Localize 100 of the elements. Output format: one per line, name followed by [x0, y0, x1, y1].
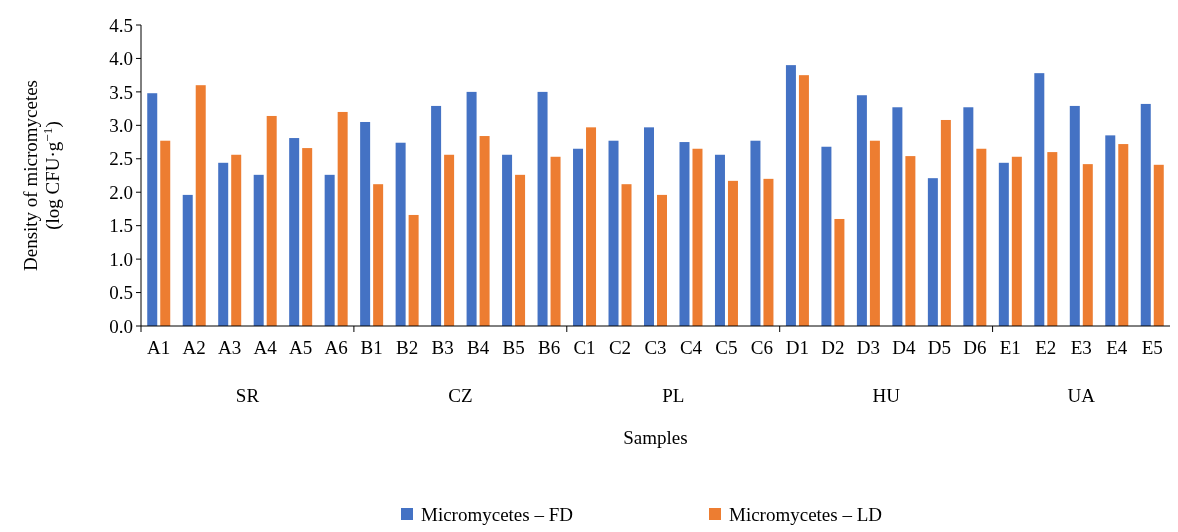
bar: [1069, 105, 1080, 326]
legend-label: Micromycetes – FD: [421, 503, 573, 525]
x-tick-label: B5: [502, 337, 525, 358]
x-tick-label: E3: [1070, 337, 1092, 358]
x-tick-label: D5: [927, 337, 951, 358]
x-tick-label: A2: [182, 337, 206, 358]
y-tick-label: 3.0: [109, 114, 133, 136]
x-tick-label: D2: [821, 337, 845, 358]
x-tick-label: A6: [324, 337, 348, 358]
bar: [644, 127, 654, 326]
bar: [963, 107, 974, 326]
bar: [785, 65, 796, 326]
x-tick-label: D6: [963, 337, 987, 358]
x-tick-label: B1: [360, 337, 383, 358]
bar: [869, 140, 880, 326]
bar: [147, 93, 158, 326]
x-tick-label: C3: [644, 337, 667, 358]
bar: [976, 148, 987, 326]
bar: [160, 140, 171, 326]
bar: [289, 138, 300, 326]
y-tick-label: 0.0: [109, 315, 133, 337]
bar: [1082, 164, 1093, 326]
bar: [573, 148, 584, 326]
bar: [1140, 103, 1151, 326]
bar: [892, 107, 903, 326]
bar: [337, 111, 348, 326]
y-tick-label: 2.5: [109, 148, 133, 170]
x-tick-label: B4: [466, 337, 490, 358]
bar: [502, 154, 513, 326]
x-tick-label: C1: [573, 337, 596, 358]
legend-label: Micromycetes – LD: [729, 503, 883, 525]
bar: [763, 178, 774, 326]
bar: [1153, 164, 1164, 326]
bar: [727, 180, 738, 326]
bar: [1105, 135, 1116, 326]
bar: [714, 154, 725, 326]
x-tick-label: B6: [537, 337, 561, 358]
text: SR: [235, 385, 260, 406]
bar: [395, 142, 406, 326]
bar: [1047, 152, 1058, 326]
y-tick-label: 0.5: [109, 282, 133, 304]
x-axis-title: Samples: [623, 427, 688, 448]
y-tick-label: 3.5: [109, 81, 133, 103]
bar: [1011, 156, 1022, 326]
x-tick-label: E2: [1035, 337, 1057, 358]
x-tick-label: A5: [289, 337, 313, 358]
x-tick-label: E1: [999, 337, 1021, 358]
x-tick-label: D1: [785, 337, 810, 358]
x-tick-label: B2: [396, 337, 419, 358]
bar: [905, 156, 916, 326]
bar: [750, 140, 761, 326]
bar: [798, 75, 809, 326]
bar: [182, 194, 193, 326]
bar: [927, 178, 938, 326]
bar: [692, 148, 703, 326]
bar: [515, 174, 526, 326]
bar: [608, 140, 619, 326]
bar: [856, 95, 867, 326]
bar: [195, 85, 206, 326]
bar: [266, 115, 277, 326]
bar: [1118, 144, 1129, 326]
bar: [231, 154, 242, 326]
bar: [324, 174, 335, 326]
bar: [940, 119, 951, 326]
bar: [834, 218, 845, 326]
x-tick-label: A3: [218, 337, 242, 358]
bar: [302, 148, 313, 326]
bar: [218, 162, 229, 326]
bar: [821, 146, 832, 326]
bar: [1034, 73, 1045, 326]
bar: [550, 156, 561, 326]
x-tick-label: B3: [431, 337, 454, 358]
bar: [444, 154, 455, 326]
bar: [360, 121, 371, 326]
bar: [657, 194, 667, 326]
bar: [621, 184, 632, 326]
bar: [466, 91, 477, 326]
bar: [373, 184, 384, 326]
y-tick-label: 1.0: [109, 248, 133, 270]
x-tick-label: E5: [1141, 337, 1163, 358]
bar: [586, 127, 597, 326]
y-tick-label: 4.0: [109, 48, 133, 70]
x-tick-label: C5: [715, 337, 738, 358]
text: UA: [1067, 385, 1096, 406]
bar: [479, 136, 490, 326]
y-tick-label: 1.5: [109, 215, 133, 237]
text: CZ: [448, 385, 473, 406]
x-tick-label: C4: [679, 337, 703, 358]
bar: [408, 214, 419, 326]
bar: [679, 142, 690, 326]
y-tick-label: 2.0: [109, 181, 133, 203]
bar: [998, 162, 1009, 326]
text: HU: [872, 385, 901, 406]
x-tick-label: C6: [750, 337, 774, 358]
y-tick-label: 4.5: [109, 14, 133, 36]
x-tick-label: A4: [253, 337, 278, 358]
x-tick-label: E4: [1106, 337, 1128, 358]
bar: [253, 174, 264, 326]
x-tick-label: C2: [608, 337, 632, 358]
bar: [431, 105, 442, 326]
